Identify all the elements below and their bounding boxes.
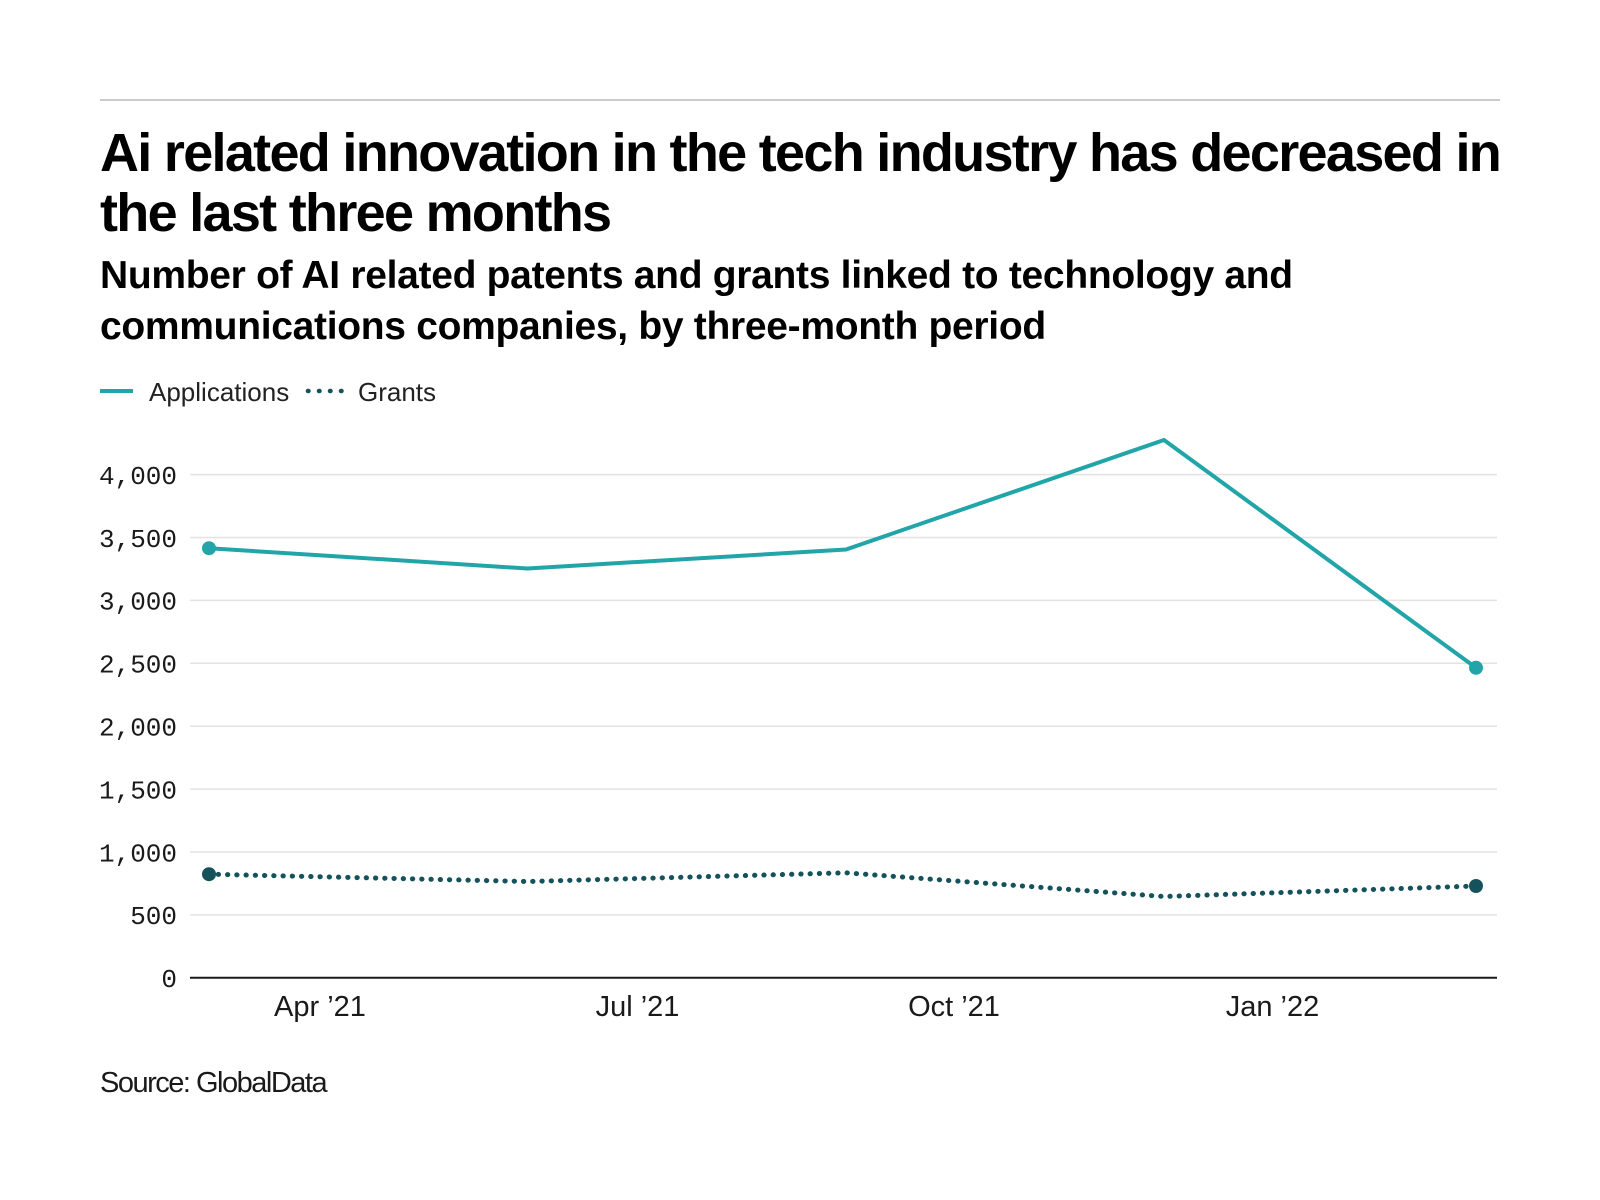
svg-text:Applications: Applications	[149, 377, 289, 407]
svg-text:Apr ’21: Apr ’21	[274, 991, 366, 1023]
svg-text:Jul ’21: Jul ’21	[596, 991, 680, 1023]
svg-text:2,500: 2,500	[99, 651, 177, 681]
svg-text:Number of AI related patents a: Number of AI related patents and grants …	[100, 254, 1293, 297]
svg-text:Ai related innovation in the t: Ai related innovation in the tech indust…	[100, 123, 1500, 183]
svg-text:4,000: 4,000	[99, 462, 177, 492]
svg-text:the last three months: the last three months	[100, 183, 610, 243]
svg-text:3,000: 3,000	[99, 588, 177, 618]
svg-text:500: 500	[130, 902, 177, 932]
svg-text:1,500: 1,500	[99, 776, 177, 806]
svg-text:Jan ’22: Jan ’22	[1226, 991, 1320, 1023]
svg-text:2,000: 2,000	[99, 714, 177, 744]
svg-text:1,000: 1,000	[99, 839, 177, 869]
svg-text:0: 0	[161, 965, 177, 995]
svg-text:Source: GlobalData: Source: GlobalData	[100, 1067, 328, 1099]
svg-text:Grants: Grants	[358, 377, 436, 407]
svg-text:Oct ’21: Oct ’21	[908, 991, 1000, 1023]
svg-text:communications companies, by t: communications companies, by three-month…	[100, 305, 1046, 348]
svg-text:3,500: 3,500	[99, 525, 177, 555]
